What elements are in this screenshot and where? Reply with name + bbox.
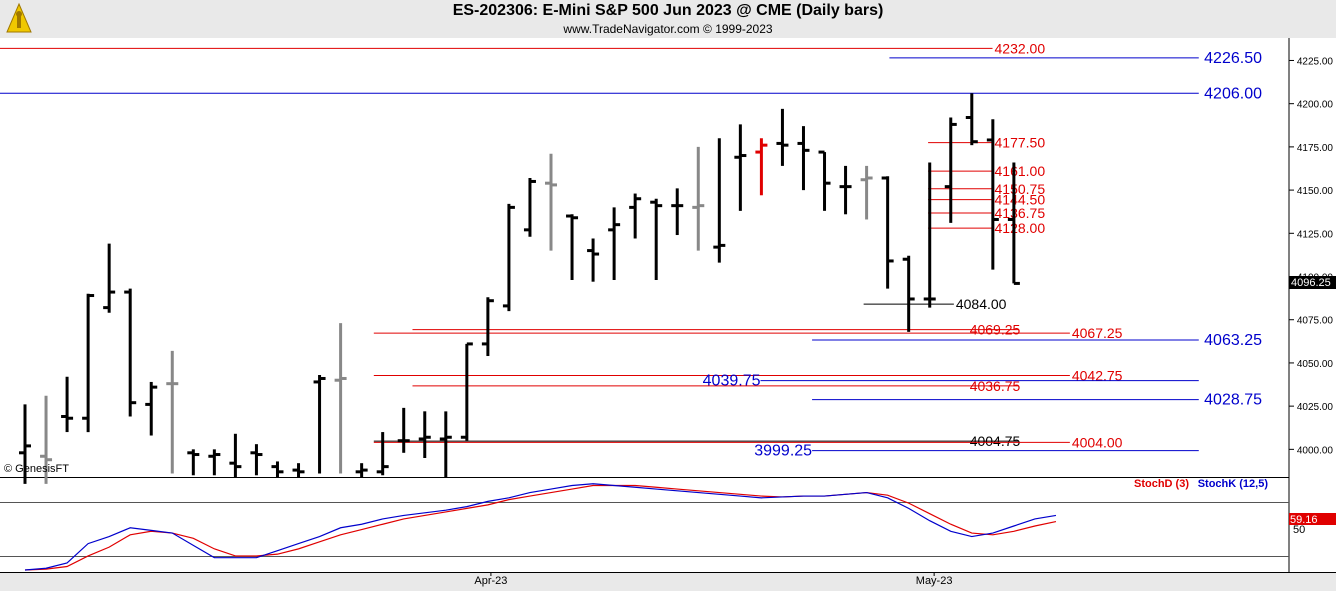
level-label: 4063.25 [1204, 332, 1262, 349]
level-label: 4206.00 [1204, 85, 1262, 102]
price-tick-label: 4150.00 [1297, 186, 1334, 197]
level-label: 4067.25 [1072, 325, 1123, 341]
stochastic-panel: StochD (3) StochK (12,5) 50 59.16 [0, 478, 1336, 571]
header: ES-202306: E-Mini S&P 500 Jun 2023 @ CME… [0, 0, 1336, 38]
levels-layer: 4232.00 4226.50 4206.00 4177.50 4161.00 4150.… [0, 40, 1262, 460]
price-tick-label: 4125.00 [1297, 229, 1334, 240]
level-label: 4004.00 [1072, 434, 1123, 450]
stoch-d-line [24, 484, 1057, 571]
level-label: 4028.75 [1204, 392, 1262, 409]
watermark: © GenesisFT [4, 463, 69, 475]
level-label: 4226.50 [1204, 50, 1262, 67]
indicator-panel-background [0, 478, 1289, 572]
price-tick-label: 4025.00 [1297, 402, 1334, 413]
stoch-value-badge [1289, 513, 1336, 525]
price-panel-background [0, 38, 1289, 477]
level-label: 3999.25 [754, 443, 812, 460]
stoch-k-label: StochK (12,5) [1198, 478, 1269, 490]
level-label: 4161.00 [995, 163, 1046, 179]
level-label: 4039.75 [703, 373, 761, 390]
last-price-label: 4096.25 [1291, 277, 1331, 289]
price-tick-label: 4050.00 [1297, 359, 1334, 370]
bars-layer [19, 93, 1020, 484]
x-tick-label-may: May-23 [916, 575, 953, 587]
level-label: 4069.25 [970, 322, 1021, 338]
chart-subtitle: www.TradeNavigator.com © 1999-2023 [563, 22, 773, 36]
level-label: 4136.75 [995, 205, 1046, 221]
x-tick-label-apr: Apr-23 [474, 575, 507, 587]
chart-title: ES-202306: E-Mini S&P 500 Jun 2023 @ CME… [452, 2, 884, 19]
stoch-tick-label: 50 [1293, 524, 1305, 536]
price-axis-background [1289, 38, 1336, 572]
stoch-k-line [24, 483, 1057, 571]
genesis-logo-icon [6, 2, 32, 33]
level-label: 4036.75 [970, 378, 1021, 394]
stoch-value-label: 59.16 [1290, 514, 1318, 526]
level-label: 4144.50 [995, 192, 1046, 208]
price-tick-label: 4225.00 [1297, 56, 1334, 67]
price-tick-label: 4075.00 [1297, 316, 1334, 327]
price-tick-label: 4200.00 [1297, 100, 1334, 111]
level-label: 4004.75 [970, 433, 1021, 449]
level-label: 4232.00 [995, 40, 1046, 56]
level-label: 4128.00 [995, 220, 1046, 236]
last-price-badge [1289, 276, 1336, 289]
price-tick-label: 4000.00 [1297, 445, 1334, 456]
level-label: 4042.75 [1072, 367, 1123, 383]
level-label: 4150.75 [995, 181, 1046, 197]
price-tick-label: 4175.00 [1297, 143, 1334, 154]
stoch-d-label: StochD (3) [1134, 478, 1189, 490]
level-label: 4177.50 [995, 135, 1046, 151]
level-label: 4084.00 [956, 296, 1007, 312]
